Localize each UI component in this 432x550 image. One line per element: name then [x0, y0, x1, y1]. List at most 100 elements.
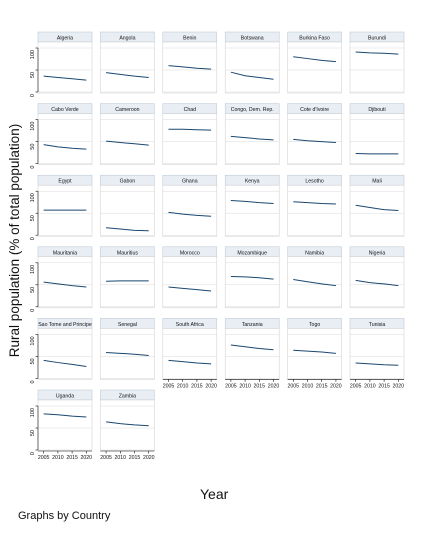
- panel-title: Mozambique: [237, 250, 267, 256]
- panel-title: Burkina Faso: [299, 36, 330, 42]
- y-tick-label: 0: [30, 452, 36, 455]
- panel-plot-area: [349, 328, 405, 380]
- panel-plot-area: [100, 184, 155, 237]
- x-tick-label: 2010: [364, 383, 376, 389]
- panel-title: Zambia: [119, 394, 136, 400]
- panel-plot-area: [224, 328, 280, 380]
- x-tick-label: 2015: [316, 383, 328, 389]
- x-tick-label: 2005: [38, 455, 50, 461]
- panel-plot-area: [37, 399, 93, 452]
- series-line: [230, 71, 274, 80]
- panel-plot-area: [100, 41, 155, 94]
- x-tick-label: 2005: [225, 383, 237, 389]
- series-line: [43, 281, 87, 288]
- series-line: [43, 144, 87, 150]
- x-tick-label: 2005: [350, 383, 362, 389]
- x-tick-label: 2015: [254, 383, 266, 389]
- panel-title: Uganda: [56, 394, 74, 400]
- y-tick-label: 100: [30, 50, 36, 59]
- panel-plot-area: [224, 256, 280, 309]
- panel-title: Congo, Dem. Rep.: [231, 107, 274, 113]
- panel-title: South Africa: [176, 322, 204, 328]
- panel-plot-area: [162, 328, 218, 380]
- y-tick-label: 50: [30, 144, 36, 150]
- series-line: [355, 204, 399, 212]
- x-tick-label: 2010: [302, 383, 314, 389]
- series-line: [106, 421, 149, 427]
- x-tick-label: 2005: [163, 383, 175, 389]
- y-tick-label: 50: [30, 430, 36, 436]
- panel-title: Morocco: [180, 250, 200, 256]
- panel-title: Algeria: [57, 36, 73, 42]
- panel-title: Gabon: [120, 179, 136, 185]
- series-line: [168, 65, 212, 70]
- y-tick-label: 0: [30, 309, 36, 312]
- series-line: [293, 279, 336, 287]
- series-line: [230, 275, 274, 280]
- x-tick-label: 2020: [143, 455, 155, 461]
- panel-plot-area: [224, 113, 280, 165]
- x-tick-label: 2015: [66, 455, 78, 461]
- series-line: [293, 138, 336, 143]
- x-tick-label: 2020: [205, 383, 217, 389]
- series-line: [43, 359, 87, 368]
- series-line: [355, 51, 399, 55]
- panel-title: Mauritius: [117, 250, 138, 256]
- panel-plot-area: [287, 184, 342, 237]
- x-tick-label: 2015: [191, 383, 203, 389]
- series-line: [293, 201, 336, 205]
- panel-title: Ghana: [182, 179, 198, 185]
- y-tick-label: 100: [30, 336, 36, 345]
- panel-title: Burundi: [368, 36, 386, 42]
- panel-plot-area: [224, 184, 280, 237]
- y-tick-label: 0: [30, 380, 36, 383]
- panel-title: Egypt: [58, 179, 72, 185]
- x-axis-title: Year: [200, 486, 229, 502]
- series-line: [106, 351, 149, 357]
- x-tick-label: 2005: [288, 383, 300, 389]
- panel-title: Mali: [372, 179, 382, 185]
- panel-plot-area: [162, 256, 218, 309]
- panel-plot-area: [287, 41, 342, 94]
- panel-plot-area: [37, 328, 93, 380]
- x-tick-label: 2020: [393, 383, 405, 389]
- y-tick-label: 50: [30, 72, 36, 78]
- panel-title: Botswana: [241, 36, 264, 42]
- series-line: [230, 135, 274, 141]
- panel-title: Senegal: [118, 322, 137, 328]
- panel-title: Nigeria: [369, 250, 386, 256]
- series-line: [106, 140, 149, 146]
- series-line: [43, 413, 87, 418]
- x-tick-label: 2015: [129, 455, 141, 461]
- series-line: [168, 211, 212, 217]
- y-tick-label: 50: [30, 287, 36, 293]
- series-line: [168, 286, 212, 292]
- panel-title: Sao Tome and Principe: [38, 322, 92, 328]
- panel-plot-area: [162, 184, 218, 237]
- panel-title: Mauritania: [53, 250, 77, 256]
- panel-plot-area: [349, 113, 405, 165]
- panel-plot-area: [37, 41, 93, 94]
- x-tick-label: 2020: [330, 383, 342, 389]
- panel-plot-area: [162, 113, 218, 165]
- panel-plot-area: [37, 113, 93, 165]
- panel-title: Cameroon: [115, 107, 139, 113]
- y-tick-label: 100: [30, 122, 36, 131]
- series-line: [355, 279, 399, 287]
- x-tick-label: 2005: [100, 455, 112, 461]
- series-line: [106, 227, 149, 232]
- panel-title: Chad: [184, 107, 197, 113]
- x-tick-label: 2020: [81, 455, 93, 461]
- panel-plot-area: [224, 41, 280, 94]
- panel-plot-area: [100, 113, 155, 165]
- panel-plot-area: [349, 41, 405, 94]
- panel-title: Angola: [119, 36, 135, 42]
- y-tick-label: 100: [30, 193, 36, 202]
- panel-title: Benin: [183, 36, 196, 42]
- panel-title: Cabo Verde: [51, 107, 79, 113]
- panel-title: Djibouti: [368, 107, 385, 113]
- panel-title: Togo: [309, 322, 320, 328]
- panel-title: Namibia: [305, 250, 324, 256]
- x-tick-label: 2010: [177, 383, 189, 389]
